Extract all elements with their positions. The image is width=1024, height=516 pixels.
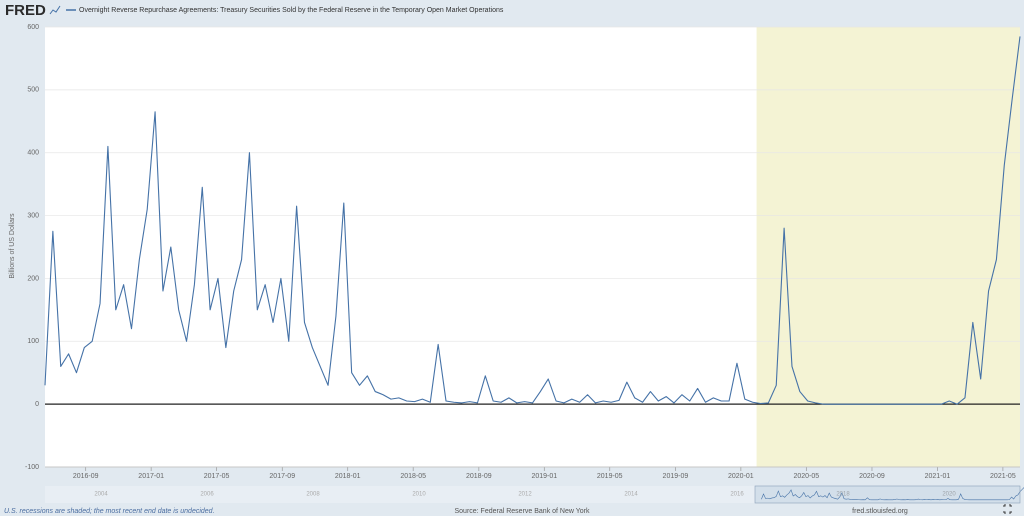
y-tick-label: -100 [25,464,39,471]
navigator-year-label: 2020 [942,492,956,498]
y-tick-label: 500 [27,87,39,94]
fullscreen-glyph [1003,504,1012,514]
y-tick-label: 200 [27,275,39,282]
x-tick-label: 2020-01 [728,473,754,480]
x-tick-label: 2020-05 [793,473,819,480]
x-tick-label: 2021-01 [925,473,951,480]
logo[interactable]: FRED [5,2,46,19]
navigator-year-label: 2004 [94,492,108,498]
x-tick-label: 2017-01 [138,473,164,480]
navigator-year-label: 2016 [730,492,744,498]
site-link[interactable]: fred.stlouisfed.org [852,508,908,515]
y-axis-label: Billions of US Dollars [9,213,16,279]
x-tick-label: 2018-01 [335,473,361,480]
y-tick-label: 600 [27,24,39,31]
source: Source: Federal Reserve Bank of New York [454,508,590,515]
navigator-year-label: 2008 [306,492,320,498]
x-tick-label: 2021-05 [990,473,1016,480]
x-tick-label: 2019-01 [531,473,557,480]
navigator[interactable] [45,486,1020,503]
x-tick-label: 2017-05 [204,473,230,480]
recession-shading [756,27,1020,467]
x-tick-label: 2019-09 [663,473,689,480]
navigator-year-label: 2012 [518,492,532,498]
y-tick-label: 100 [27,338,39,345]
footer-note: U.S. recessions are shaded; the most rec… [4,508,215,515]
navigator-year-label: 2006 [200,492,214,498]
navigator-line [761,487,1024,501]
navigator-year-label: 2010 [412,492,426,498]
navigator-year-label: 2018 [836,492,850,498]
series-line [44,36,1021,405]
x-tick-label: 2018-09 [466,473,492,480]
x-tick-label: 2017-09 [269,473,295,480]
x-tick-label: 2020-09 [859,473,885,480]
x-tick-label: 2016-09 [73,473,99,480]
y-tick-label: 400 [27,150,39,157]
plot-area: -100 0 100 200 300 400 500 600 2016-09 2017-01 201… [25,24,1021,480]
y-tick-label: 0 [35,401,39,408]
legend-label[interactable]: Overnight Reverse Repurchase Agreements:… [79,7,504,14]
navigator-content: 2004 2006 2008 2010 2012 2014 2016 2018 2020 [94,487,1024,501]
x-tick-label: 2018-05 [400,473,426,480]
navigator-window[interactable] [754,485,1021,504]
logo-icon [49,5,61,15]
navigator-year-label: 2014 [624,492,638,498]
y-tick-label: 300 [27,212,39,219]
x-tick-label: 2019-05 [597,473,623,480]
fullscreen-icon[interactable] [1003,504,1012,514]
